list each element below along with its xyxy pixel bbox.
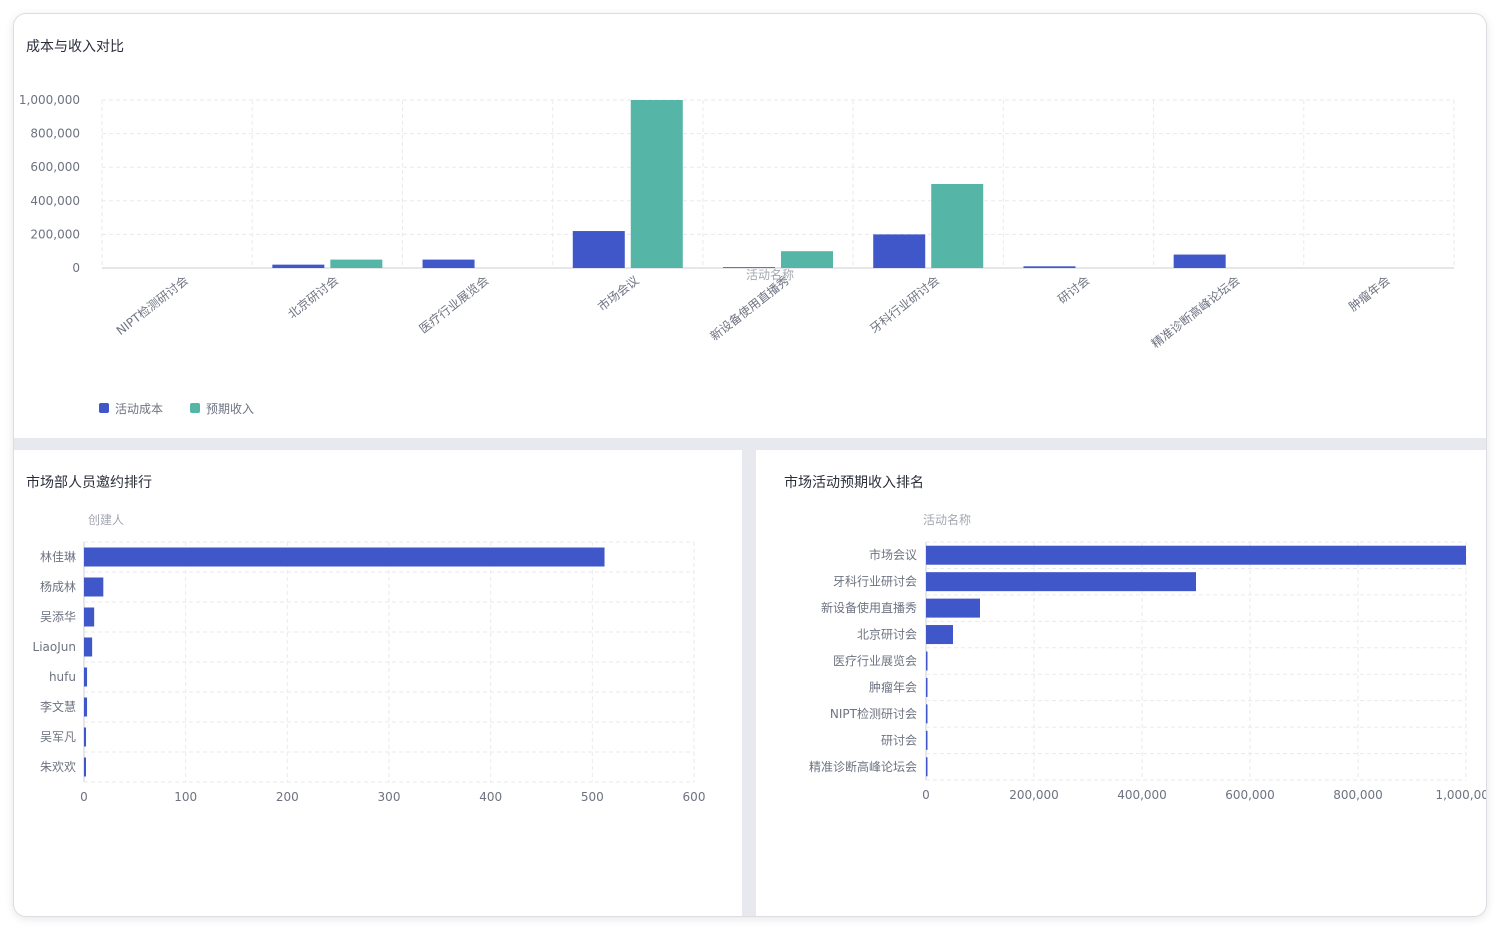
bar: [630, 100, 683, 268]
x-tick-label: 100: [174, 790, 197, 804]
x-tick-label: NIPT检测研讨会: [113, 273, 191, 338]
bar: [931, 184, 984, 268]
cost-revenue-chart: 0 200,000 400,000 600,000 800,000 1,000,000 NI…: [19, 93, 1455, 416]
x-tick-label: 300: [378, 790, 401, 804]
x-tick-label: 0: [80, 790, 88, 804]
bar: [84, 637, 93, 657]
bar: [926, 625, 953, 645]
invite-ranking-panel: 市场部人员邀约排行 0 100 200 300 400 500 600 林佳琳杨成林吴添华 Li…: [14, 450, 742, 916]
y-tick-label: 0: [72, 261, 80, 275]
bar: [84, 667, 88, 687]
bar: [272, 264, 325, 268]
bar: [84, 727, 87, 747]
bar: [926, 730, 928, 750]
bar: [926, 598, 980, 618]
y-axis-label: 创建人: [88, 513, 124, 527]
bar: [330, 259, 383, 268]
bar: [926, 677, 928, 697]
y-tick-label: 市场会议: [869, 547, 917, 562]
y-tick-label: 北京研讨会: [857, 628, 917, 642]
y-tick-label: 400,000: [30, 194, 80, 208]
y-tick-label: 李文慧: [40, 699, 76, 714]
legend-label: 预期收入: [206, 402, 254, 416]
x-tick-label: 0: [922, 788, 930, 802]
x-tick-label: 1,000,000: [1435, 788, 1486, 802]
y-axis-label: 活动名称: [923, 512, 971, 527]
bar: [84, 577, 104, 597]
bar: [926, 704, 928, 724]
bar: [84, 547, 605, 567]
bar: [926, 757, 928, 777]
y-tick-label: LiaoJun: [33, 640, 76, 654]
bar: [781, 251, 833, 268]
dashboard: 成本与收入对比 0 200,000 400,000 600,000 800,000 1,0…: [14, 14, 1486, 916]
x-axis-label: 活动名称: [746, 267, 794, 282]
y-tick-label: 800,000: [30, 127, 80, 141]
panel-title: 市场部人员邀约排行: [26, 475, 152, 491]
x-tick-label: 600,000: [1225, 788, 1275, 802]
y-tick-label: NIPT检测研讨会: [830, 706, 917, 721]
bar: [1173, 254, 1226, 268]
x-tick-label: 肿瘤年会: [1346, 273, 1393, 314]
bar: [873, 234, 926, 268]
x-tick-label: 500: [581, 790, 604, 804]
x-tick-label: 医疗行业展览会: [416, 273, 491, 337]
legend-swatch: [99, 403, 109, 413]
bar: [926, 651, 928, 671]
x-tick-label: 400: [479, 790, 502, 804]
bar: [723, 267, 775, 268]
bar: [84, 607, 95, 627]
bar: [572, 231, 625, 268]
revenue-ranking-panel: 市场活动预期收入排名 0 200,000 400,000 600,000 800,000…: [756, 450, 1486, 916]
y-tick-label: 吴添华: [40, 610, 76, 624]
bar: [1023, 266, 1076, 268]
x-tick-label: 研讨会: [1055, 273, 1092, 306]
bar: [422, 259, 475, 268]
y-tick-label: 新设备使用直播秀: [821, 600, 917, 615]
y-tick-label: 肿瘤年会: [869, 679, 917, 694]
y-tick-label: 精准诊断高峰论坛会: [809, 759, 917, 774]
y-tick-label: hufu: [49, 670, 76, 684]
legend-label: 活动成本: [115, 402, 163, 416]
x-tick-label: 600: [683, 790, 706, 804]
x-tick-label: 400,000: [1117, 788, 1167, 802]
bar: [84, 697, 88, 717]
x-tick-label: 牙科行业研讨会: [867, 273, 942, 336]
y-tick-label: 研讨会: [881, 733, 917, 747]
y-tick-label: 杨成林: [40, 579, 76, 594]
panel-title: 成本与收入对比: [26, 39, 124, 55]
x-tick-label: 精准诊断高峰论坛会: [1148, 273, 1242, 351]
x-tick-label: 新设备使用直播秀: [707, 273, 792, 344]
x-tick-label: 200: [276, 790, 299, 804]
cost-revenue-panel: 成本与收入对比 0 200,000 400,000 600,000 800,000 1,0…: [14, 14, 1486, 438]
x-tick-label: 市场会议: [595, 273, 642, 314]
bar: [926, 572, 1196, 592]
panel-title: 市场活动预期收入排名: [784, 475, 924, 491]
y-tick-label: 朱欢欢: [40, 759, 76, 774]
y-tick-label: 林佳琳: [40, 550, 76, 564]
x-tick-label: 800,000: [1333, 788, 1383, 802]
y-tick-label: 200,000: [30, 227, 80, 241]
y-tick-label: 牙科行业研讨会: [833, 575, 917, 589]
y-tick-label: 吴军凡: [40, 730, 76, 744]
revenue-ranking-chart: 0 200,000 400,000 600,000 800,000 1,000,000 市场…: [809, 512, 1486, 802]
bar: [926, 545, 1466, 565]
x-tick-label: 200,000: [1009, 788, 1059, 802]
bar: [84, 757, 86, 777]
y-tick-label: 600,000: [30, 160, 80, 174]
x-tick-label: 北京研讨会: [285, 273, 341, 321]
y-tick-label: 1,000,000: [19, 93, 80, 107]
legend-swatch: [190, 403, 200, 413]
y-tick-label: 医疗行业展览会: [833, 653, 917, 668]
